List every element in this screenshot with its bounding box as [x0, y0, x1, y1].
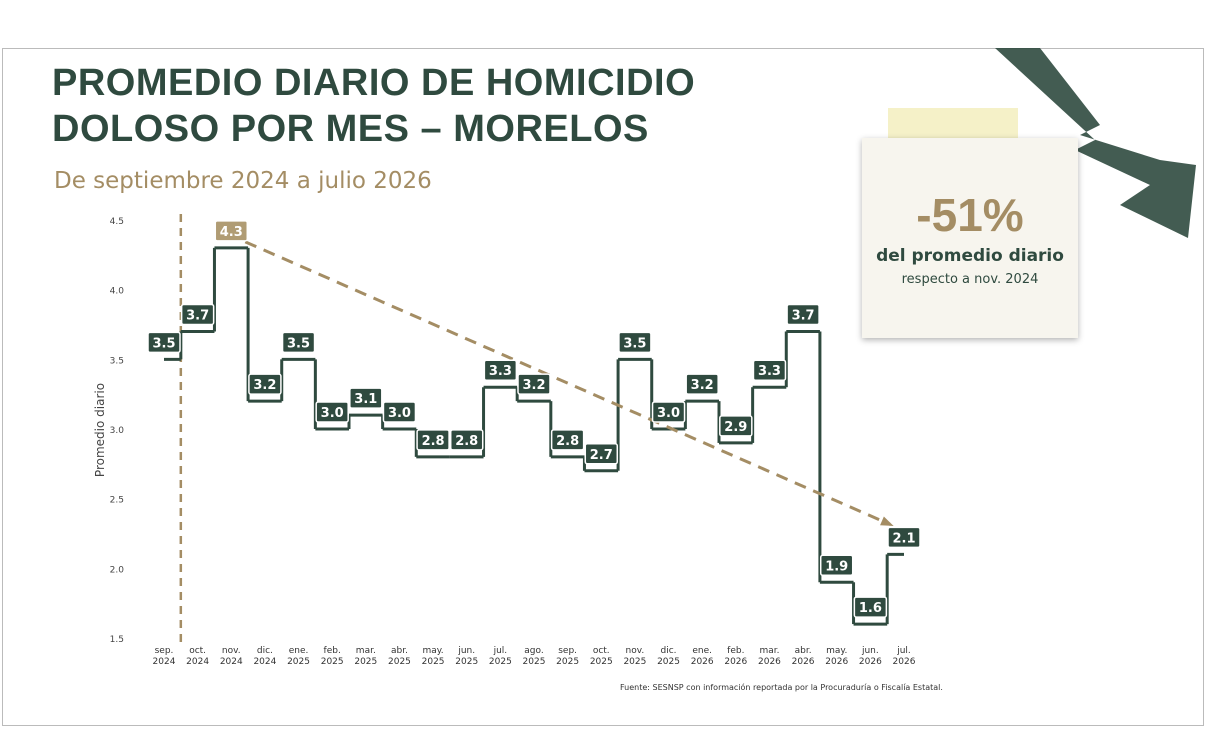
x-tick-label: dic. 2025: [657, 646, 680, 667]
x-tick-label: jun. 2025: [455, 646, 479, 667]
callout-line: del promedio diario: [876, 246, 1064, 266]
value-label-box: [248, 373, 282, 395]
x-tick-label: may. 2025: [421, 646, 445, 667]
value-label-box: [853, 596, 888, 618]
x-tick-label: oct. 2025: [589, 646, 613, 667]
x-tick-label: oct. 2024: [186, 646, 210, 667]
x-tick-label: abr. 2025: [388, 646, 411, 667]
value-label: 2.8: [455, 434, 478, 449]
value-label: 2.8: [556, 434, 579, 449]
value-label-box: [214, 220, 249, 242]
value-label-box: [786, 303, 820, 326]
y-tick-label: 2.0: [110, 565, 125, 575]
x-tick-label: sep. 2024: [152, 646, 176, 667]
x-tick-label: nov. 2024: [219, 646, 243, 667]
value-label: 3.2: [691, 378, 714, 393]
value-label: 4.3: [220, 225, 243, 240]
value-label-box: [449, 429, 484, 451]
x-tick-label: jun. 2026: [858, 646, 882, 667]
y-tick-label: 3.5: [110, 356, 124, 366]
y-tick-label: 1.5: [110, 635, 124, 645]
value-label-box: [887, 526, 921, 549]
value-label: 3.3: [489, 364, 512, 379]
x-tick-label: ene. 2026: [690, 646, 714, 667]
x-tick-label: ago. 2025: [522, 646, 546, 667]
x-tick-label: feb. 2026: [724, 646, 748, 667]
trend-line: [244, 240, 891, 526]
source: Fuente: SESNSP con información reportada…: [620, 683, 943, 692]
value-label-box: [517, 373, 551, 395]
value-label: 3.0: [388, 406, 411, 421]
value-label: 3.3: [758, 364, 781, 379]
chart-subtitle: De septiembre 2024 a julio 2026: [54, 168, 432, 194]
value-label-box: [819, 554, 854, 577]
value-label: 2.1: [892, 531, 915, 546]
value-label-box: [685, 373, 719, 395]
value-label: 1.6: [859, 601, 882, 616]
value-label-box: [550, 429, 585, 451]
value-label: 3.0: [657, 406, 680, 421]
x-tick-label: mar. 2026: [758, 646, 781, 667]
callout-value: -51%: [916, 189, 1024, 241]
x-tick-label: ene. 2025: [287, 646, 310, 667]
x-tick-label: jul. 2025: [488, 646, 512, 667]
value-label-box: [315, 401, 349, 423]
value-label: 3.2: [522, 378, 545, 393]
value-label: 2.7: [590, 448, 613, 463]
value-label: 2.9: [724, 420, 747, 435]
value-label: 3.5: [623, 336, 646, 351]
value-label: 3.1: [354, 392, 377, 407]
y-tick-label: 2.5: [110, 496, 124, 506]
value-label-box: [719, 415, 753, 437]
value-label: 3.5: [287, 336, 310, 351]
value-label: 3.0: [321, 406, 344, 421]
y-axis-label: Promedio diario: [93, 383, 107, 477]
x-tick-label: nov. 2025: [623, 646, 647, 667]
value-label-box: [349, 387, 383, 409]
y-tick-label: 4.0: [110, 287, 125, 297]
value-label: 1.9: [825, 559, 848, 574]
callout-line: respecto a nov. 2024: [901, 272, 1039, 287]
value-label-box: [752, 359, 787, 381]
y-tick-label: 3.0: [110, 426, 125, 436]
x-tick-label: mar. 2025: [354, 646, 378, 667]
value-label: 3.2: [253, 378, 276, 393]
value-label-box: [281, 331, 316, 354]
value-label-box: [416, 429, 450, 451]
x-tick-label: may. 2026: [825, 646, 849, 667]
x-tick-label: dic. 2024: [253, 646, 277, 667]
value-label-box: [147, 331, 181, 354]
value-label-box: [584, 443, 619, 465]
value-label-box: [483, 359, 518, 381]
value-label: 2.8: [422, 434, 445, 449]
x-tick-label: feb. 2025: [320, 646, 344, 667]
x-tick-label: abr. 2026: [791, 646, 815, 667]
x-tick-label: sep. 2025: [556, 646, 580, 667]
callout: -51% del promedio diario respecto a nov.…: [862, 138, 1078, 338]
value-label: 3.7: [186, 308, 209, 323]
value-label-box: [180, 303, 215, 326]
trend-arrowhead: [880, 516, 894, 527]
value-label: 3.5: [152, 336, 175, 351]
x-tick-label: jul. 2026: [892, 646, 916, 667]
frame: [2, 48, 1204, 726]
value-label-box: [382, 401, 417, 423]
value-label-box: [651, 401, 686, 423]
chart-title: PROMEDIO DIARIO DE HOMICIDIO DOLOSO POR …: [52, 62, 696, 150]
decor-arrow: [995, 48, 1196, 238]
value-label-box: [618, 331, 652, 354]
value-label: 3.7: [792, 308, 815, 323]
y-tick-label: 4.5: [110, 217, 124, 227]
